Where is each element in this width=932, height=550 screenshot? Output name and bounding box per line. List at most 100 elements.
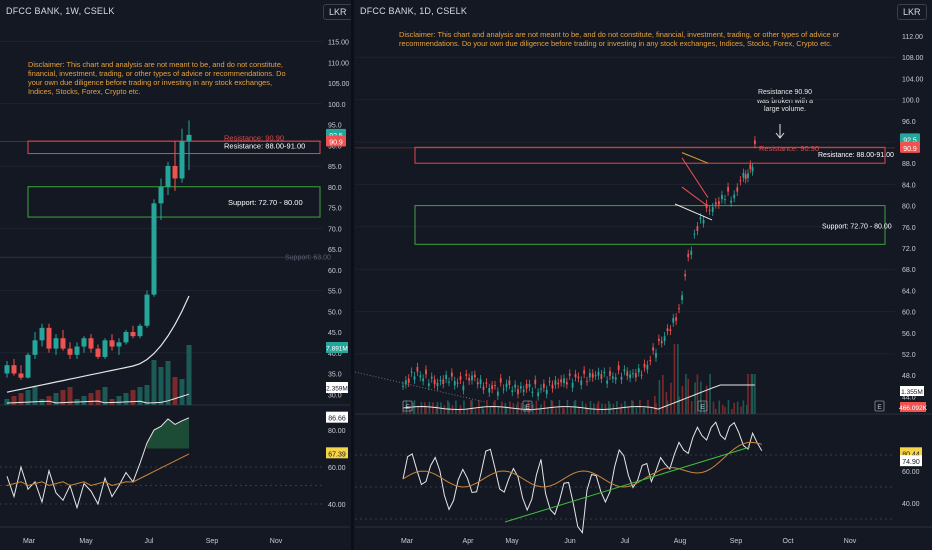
daily-volume-badge: 466.092K [899,405,927,412]
weekly-volume-bar [144,385,150,405]
daily-candle [681,295,683,301]
daily-volume-bar [520,403,523,414]
daily-volume-bar [482,409,485,414]
daily-candle [721,195,723,200]
weekly-volume-ma-badge-bg [326,342,348,353]
daily-volume-bar [458,409,461,414]
breakout-annotation: Resistance 90.90 was broken with a large… [756,89,814,113]
daily-volume-bar [470,400,472,414]
daily-candle [655,352,657,358]
daily-candle [675,317,678,321]
earnings-marker-box [522,400,533,412]
daily-price-tick: 80.0 [902,204,916,211]
daily-time-tick: Apr [463,538,475,545]
daily-rsi-ma-badge: 74.90 [902,459,920,466]
weekly-volume-badge-bg [326,382,348,393]
weekly-price-tick: 100.0 [328,102,346,109]
daily-candle [649,359,652,362]
daily-candle [614,377,617,380]
daily-volume-bar [570,407,572,414]
daily-price-tick: 68.0 [902,267,916,274]
daily-volume-bar [420,402,423,414]
daily-candle [479,379,482,384]
earnings-marker-box [874,400,885,412]
weekly-volume-bar [32,387,38,405]
daily-volume-bar [417,405,419,414]
weekly-volume-ma [6,393,190,404]
daily-candle [583,370,586,374]
daily-candle [684,274,687,277]
daily-disclaimer: Disclaimer: This chart and analysis are … [399,30,840,48]
weekly-candle [74,346,80,355]
daily-time-tick: May [505,538,519,545]
daily-last-price-badge: 92.5 [903,137,917,144]
daily-volume-ma [402,384,755,411]
daily-time-tick: Mar [401,538,414,545]
weekly-volume-bar [186,345,192,405]
daily-volume-bar [620,403,623,414]
weekly-volume-bar [116,396,122,405]
weekly-rsi-tick: 60.00 [328,465,346,472]
daily-chart-panel[interactable]: DFCC BANK, 1D, CSELK LKR Disclaimer: Thi… [355,0,932,550]
weekly-volume-bar [165,361,171,405]
weekly-candle [102,340,108,357]
weekly-candle [179,141,185,179]
daily-price-tick: 52.0 [902,352,916,359]
daily-candle [629,374,632,378]
weekly-candle [137,325,143,337]
daily-volume-bar [709,374,711,414]
daily-time-tick: Sep [730,538,743,545]
daily-candle [436,382,439,387]
weekly-rsi-ma-badge-bg [326,447,348,459]
daily-volume-bar [547,408,549,414]
weekly-candle [116,342,122,347]
weekly-volume-bar [158,367,164,405]
daily-candle [637,368,640,373]
daily-candle [634,373,637,378]
weekly-resistance-badge: 90.9 [329,140,343,147]
daily-volume-bar [443,405,446,414]
weekly-time-tick: Nov [270,538,283,545]
weekly-price-ma [6,295,190,393]
daily-candle [594,375,597,377]
daily-candle [744,174,747,180]
daily-candle [485,382,488,384]
daily-candle [580,380,583,386]
daily-chart-canvas[interactable]: 112.00108.00104.00100.096.092.088.084.08… [355,0,932,550]
daily-candle [705,203,708,209]
daily-candle [476,382,479,385]
daily-candle [571,382,574,388]
weekly-chart-panel[interactable]: DFCC BANK, 1W, CSELK LKR Disclaimer: Thi… [0,0,353,550]
daily-candle [672,317,675,323]
weekly-candle [53,338,59,349]
weekly-volume-bar [179,379,185,405]
weekly-volume-bar [130,390,136,405]
daily-candle [430,376,433,379]
daily-candle [502,388,505,390]
weekly-price-tick: 85.0 [328,164,342,171]
weekly-candle [186,134,192,142]
daily-volume-bar [539,408,541,414]
daily-volume-bar [703,402,706,414]
daily-volume-bar [447,400,449,414]
daily-volume-bar [402,410,404,414]
daily-candle [600,374,603,379]
daily-candle [456,382,459,384]
daily-volume-bar [658,380,661,414]
daily-candle [603,371,606,374]
daily-rsi-ma-badge-bg [900,455,922,467]
weekly-resistance-zone [27,140,321,155]
weekly-chart-canvas[interactable]: 115.00 110.00 105.00 100.0 95.0 90.0 85.0 80.0 7… [0,0,350,550]
daily-volume-bar [608,400,610,414]
earnings-marker: E [700,404,705,411]
daily-volume-bar [718,400,721,414]
daily-candle [739,180,742,182]
daily-candle [531,391,534,393]
daily-price-tick: 88.0 [902,161,916,168]
daily-volume-bar [750,374,753,414]
daily-candle [727,186,729,192]
daily-currency-button[interactable]: LKR [897,4,927,20]
daily-volume-bar [528,403,531,414]
daily-volume-bar [632,401,634,414]
earnings-marker: E [877,404,882,411]
